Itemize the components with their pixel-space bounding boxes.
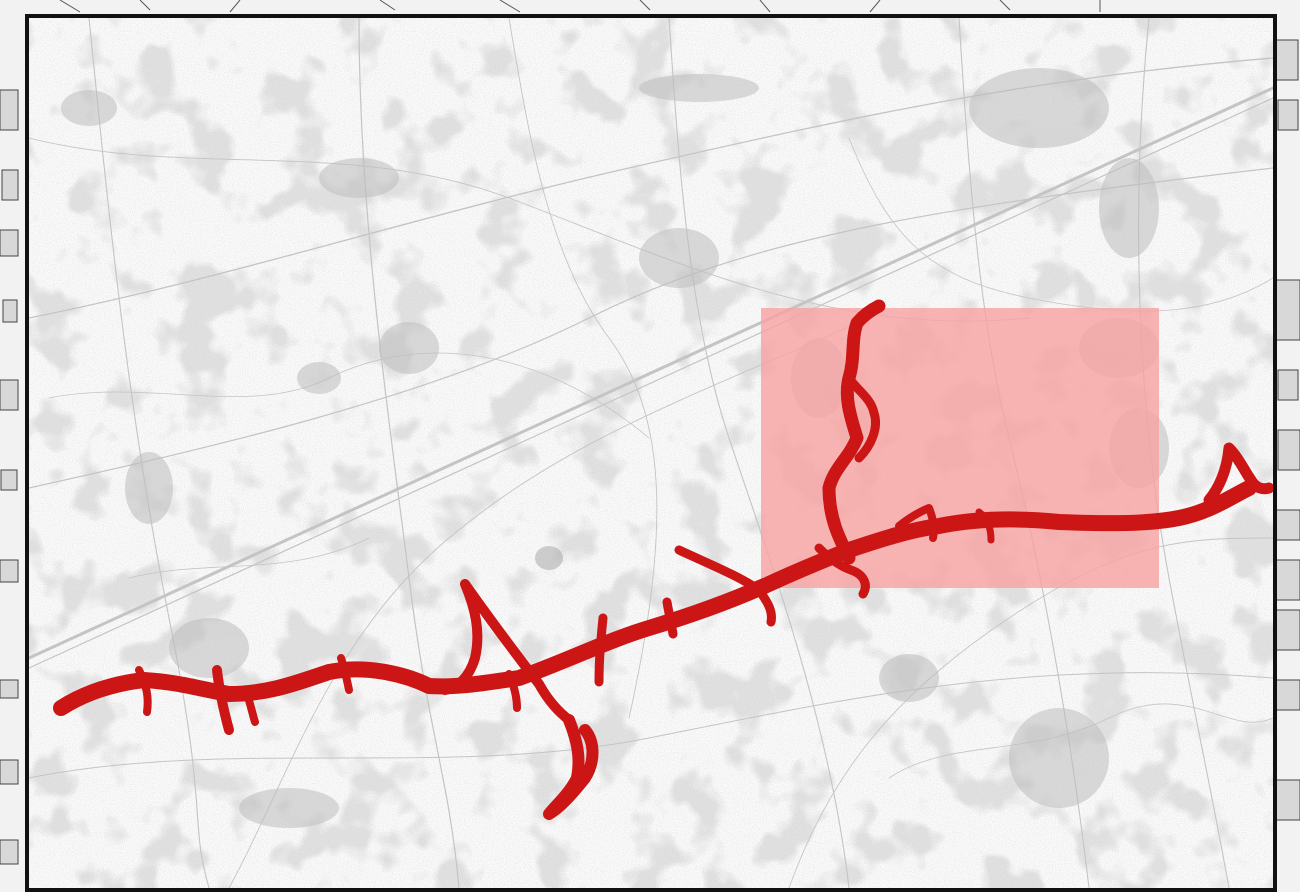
settlement-clusters xyxy=(61,68,1169,828)
map-frame xyxy=(25,14,1277,892)
map-canvas[interactable] xyxy=(29,18,1273,888)
route-trace[interactable] xyxy=(53,299,1273,820)
highlight-area xyxy=(761,308,1159,588)
